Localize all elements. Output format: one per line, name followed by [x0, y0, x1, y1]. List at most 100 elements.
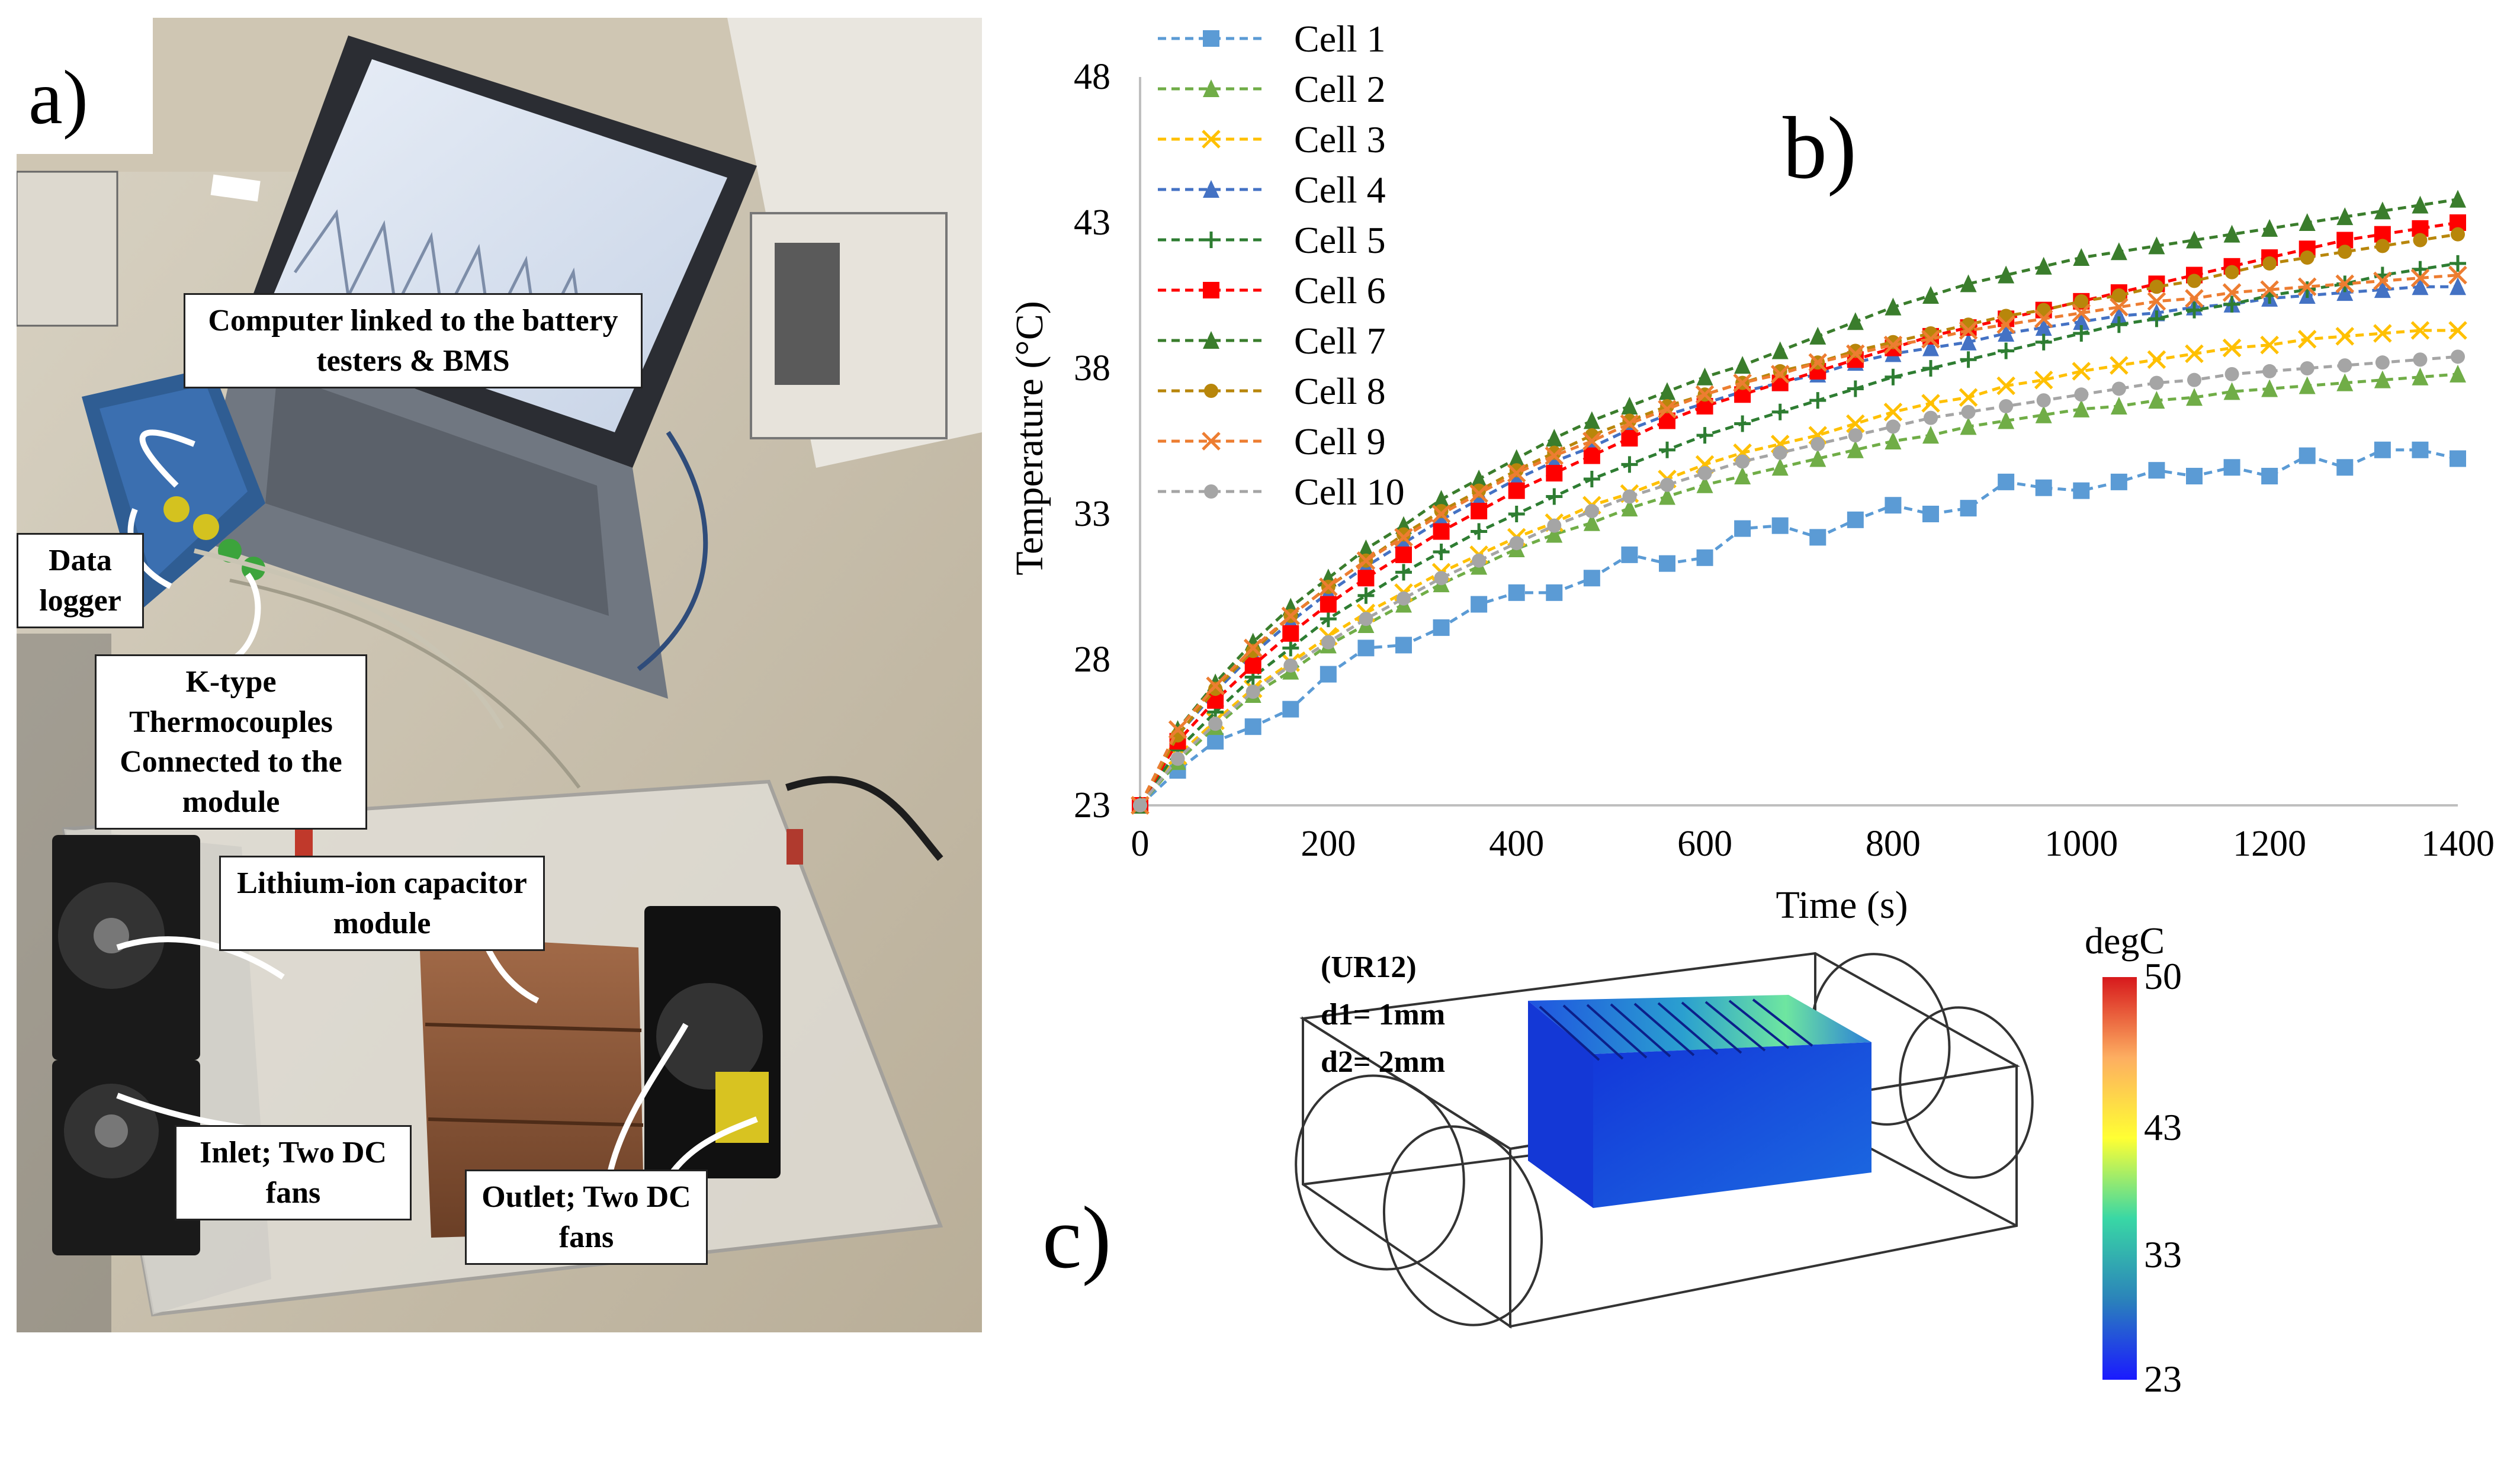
data-point-cell-9: [1770, 365, 1790, 384]
x-tick-label: 200: [1301, 824, 1356, 864]
data-point-cell-7: [1659, 382, 1675, 400]
data-point-cell-7: [1734, 356, 1751, 374]
data-point-cell-7: [2148, 236, 2165, 255]
data-point-cell-9: [1356, 551, 1376, 570]
data-point-cell-2: [2035, 405, 2052, 423]
data-point-cell-3: [1921, 394, 1940, 413]
data-point-cell-10: [2338, 358, 2352, 373]
legend-marker-cell-6: [1203, 282, 1219, 298]
data-point-cell-2: [1847, 440, 1864, 458]
data-point-cell-2: [1885, 432, 1902, 449]
data-point-cell-6: [1395, 546, 1412, 563]
x-tick-label: 0: [1131, 824, 1150, 864]
data-point-cell-3: [1846, 414, 1865, 433]
data-point-cell-10: [1359, 612, 1373, 627]
data-point-cell-1: [1659, 555, 1675, 572]
data-point-cell-2: [1583, 513, 1600, 531]
data-point-cell-9: [1168, 720, 1187, 739]
data-point-cell-3: [2147, 350, 2166, 370]
data-point-cell-5: [1471, 523, 1488, 540]
callout-outlet: Outlet; Two DC fans: [465, 1170, 708, 1265]
data-point-cell-5: [2073, 325, 2090, 342]
data-point-cell-3: [2297, 330, 2317, 349]
data-point-cell-9: [1243, 638, 1263, 658]
data-point-cell-6: [1583, 447, 1600, 464]
data-point-cell-5: [1809, 392, 1826, 409]
module-thermal-block: [1528, 995, 1871, 1208]
panel-a-label-box: [17, 18, 153, 154]
data-point-cell-5: [1885, 368, 1902, 385]
data-point-cell-3: [2448, 321, 2467, 340]
data-point-cell-9: [2335, 274, 2355, 294]
data-point-cell-3: [1883, 403, 1903, 422]
data-point-cell-7: [2223, 224, 2240, 243]
data-point-cell-9: [1394, 528, 1413, 547]
data-point-cell-1: [1696, 549, 1713, 566]
data-point-cell-4: [1922, 338, 1939, 356]
data-point-cell-7: [1583, 411, 1600, 429]
data-point-cell-5: [1282, 640, 1299, 657]
data-point-cell-1: [1734, 520, 1751, 537]
data-point-cell-5: [1433, 543, 1450, 560]
data-point-cell-9: [1431, 505, 1451, 523]
data-point-cell-6: [1508, 482, 1525, 499]
data-point-cell-9: [1507, 464, 1526, 483]
data-point-cell-4: [1960, 332, 1977, 351]
data-point-cell-7: [2186, 230, 2203, 249]
data-point-cell-6: [1244, 657, 1261, 674]
data-point-cell-7: [1998, 265, 2015, 284]
panel-a-label: a): [28, 55, 88, 140]
data-point-cell-9: [2410, 268, 2430, 288]
data-point-cell-6: [1320, 596, 1337, 613]
data-point-cell-9: [2185, 289, 2204, 308]
data-point-cell-8: [2375, 239, 2390, 253]
data-point-cell-9: [1319, 577, 1338, 596]
data-point-cell-1: [2299, 447, 2316, 464]
data-point-cell-2: [2412, 367, 2429, 385]
data-point-cell-10: [2036, 393, 2051, 408]
data-point-cell-2: [1998, 411, 2015, 429]
colorbar-tick-43: 43: [2144, 1106, 2182, 1148]
data-point-cell-2: [2261, 379, 2278, 397]
case-line-2: d1= 1mm: [1321, 998, 1445, 1032]
data-point-cell-10: [2187, 372, 2201, 387]
data-point-cell-3: [2110, 356, 2129, 375]
data-point-cell-10: [1472, 553, 1487, 568]
data-point-cell-8: [1245, 644, 1260, 658]
data-point-cell-10: [2300, 361, 2314, 375]
panel-b-label: b): [1783, 99, 1857, 197]
data-point-cell-2: [1922, 426, 1939, 444]
data-point-cell-5: [2299, 281, 2316, 298]
data-point-cell-9: [1959, 321, 1978, 340]
data-point-cell-10: [1509, 536, 1524, 551]
data-point-cell-5: [2186, 301, 2203, 319]
plot-area: 0 200 400 600 800 1000 1200 1400 23 28 33 38 43 48 Cel…: [1074, 18, 2495, 864]
data-point-cell-8: [2451, 227, 2465, 242]
data-point-cell-1: [1471, 596, 1488, 613]
data-point-cell-1: [2412, 441, 2429, 458]
panel-c-label: c): [1042, 1188, 1112, 1287]
data-point-cell-1: [2261, 468, 2278, 485]
colorbar-tick-50: 50: [2144, 955, 2182, 997]
data-point-cell-6: [1471, 503, 1488, 520]
data-point-cell-7: [2336, 207, 2354, 226]
data-point-cell-7: [1546, 429, 1563, 447]
data-point-cell-1: [2035, 479, 2052, 496]
data-point-cell-9: [2147, 292, 2166, 311]
temperature-chart: 0 200 400 600 800 1000 1200 1400 23 28 33 38 43 48 Cel…: [995, 0, 2520, 942]
case-line-3: d2= 2mm: [1321, 1045, 1445, 1079]
thermal-simulation-panel: c) (UR12) d1= 1mm d2= 2mm degC 50 43 33 …: [1042, 920, 2520, 1478]
x-tick-label: 400: [1489, 824, 1544, 864]
data-point-cell-3: [1959, 388, 1978, 407]
data-point-cell-5: [2035, 333, 2052, 351]
data-point-cell-10: [2262, 364, 2277, 378]
legend-label-cell-4: Cell 4: [1294, 169, 1386, 211]
legend-label-cell-2: Cell 2: [1294, 68, 1386, 110]
data-point-cell-5: [1998, 342, 2015, 359]
legend-marker-cell-2: [1203, 79, 1219, 97]
data-point-cell-2: [1659, 487, 1675, 505]
data-point-cell-2: [1621, 499, 1638, 517]
legend-marker-cell-10: [1204, 484, 1218, 499]
data-point-cell-3: [1996, 376, 2015, 396]
data-point-cell-4: [2374, 280, 2391, 298]
